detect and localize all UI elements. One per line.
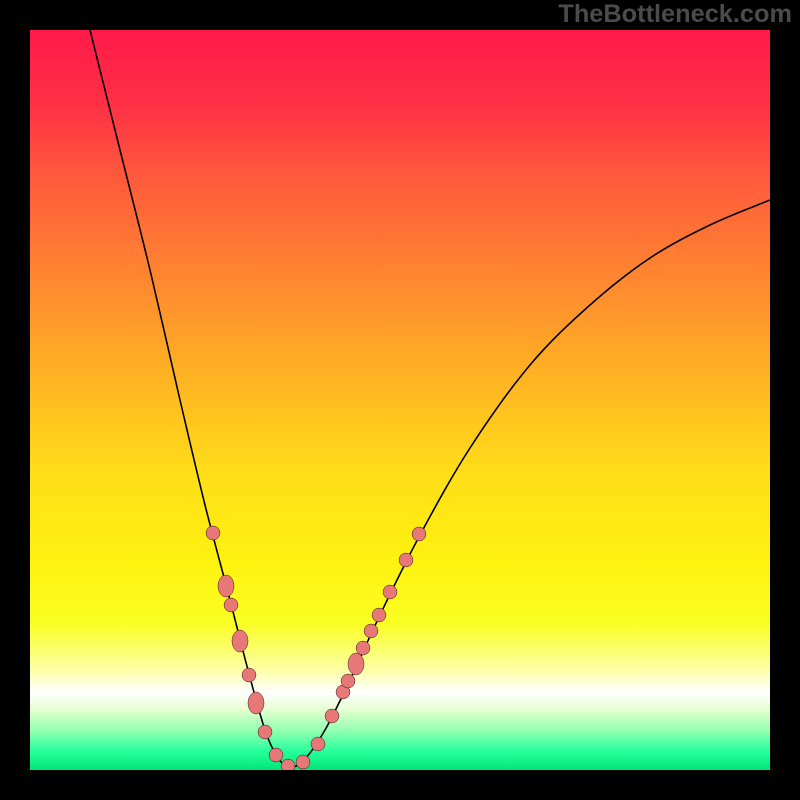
data-marker — [412, 527, 426, 541]
data-marker — [356, 641, 370, 655]
gradient-background — [30, 30, 770, 770]
data-marker — [224, 598, 238, 612]
data-marker — [296, 755, 310, 769]
bottleneck-chart — [30, 30, 770, 770]
data-marker — [364, 624, 378, 638]
data-marker — [311, 737, 325, 751]
data-marker — [383, 585, 397, 599]
data-marker — [341, 674, 355, 688]
chart-frame: TheBottleneck.com — [0, 0, 800, 800]
data-marker — [325, 709, 339, 723]
data-marker — [248, 692, 264, 714]
data-marker — [258, 725, 272, 739]
data-marker — [206, 526, 220, 540]
data-marker — [242, 668, 256, 682]
data-marker — [218, 575, 234, 597]
data-marker — [348, 653, 364, 675]
data-marker — [399, 553, 413, 567]
data-marker — [269, 748, 283, 762]
data-marker — [232, 630, 248, 652]
watermark-text: TheBottleneck.com — [558, 0, 792, 29]
data-marker — [372, 608, 386, 622]
plot-area — [30, 30, 770, 770]
